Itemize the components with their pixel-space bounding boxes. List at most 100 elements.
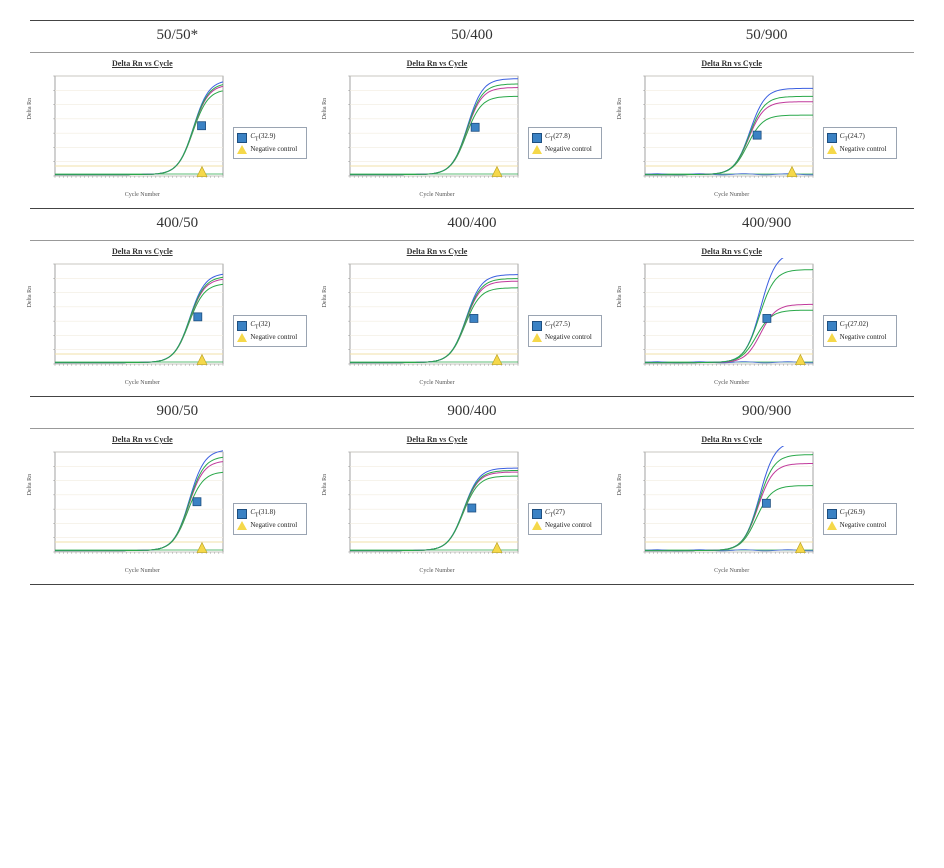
legend-ct: CT(27) [532, 507, 598, 520]
y-axis-label: Delta Rn [617, 473, 623, 495]
triangle-icon [827, 333, 837, 342]
chart-title: Delta Rn vs Cycle [57, 59, 227, 68]
ct-marker [763, 314, 771, 322]
chart-panel: Delta Rn vs Cycle Delta Rn Cycle Number … [37, 57, 317, 198]
legend: CT(27.02) Negative control [823, 315, 897, 347]
legend-negative-control: Negative control [237, 144, 303, 155]
amplification-plot [37, 258, 227, 378]
y-axis-label: Delta Rn [322, 285, 328, 307]
ct-marker [193, 498, 201, 506]
legend-negative-control: Negative control [532, 332, 598, 343]
condition-label: 400/400 [325, 215, 620, 232]
triangle-icon [532, 333, 542, 342]
row-header: 50/50*50/40050/900 [30, 21, 914, 52]
square-icon [827, 133, 837, 143]
chart-panel: Delta Rn vs Cycle Delta Rn Cycle Number … [627, 245, 907, 386]
amplification-plot [332, 446, 522, 566]
row-charts: Delta Rn vs Cycle Delta Rn Cycle Number … [30, 241, 914, 396]
condition-label: 400/900 [619, 215, 914, 232]
amplification-plot [627, 446, 817, 566]
chart-panel: Delta Rn vs Cycle Delta Rn Cycle Number … [627, 57, 907, 198]
chart-title: Delta Rn vs Cycle [647, 247, 817, 256]
legend-ct: CT(32) [237, 319, 303, 332]
triangle-icon [237, 333, 247, 342]
amplification-plot [627, 258, 817, 378]
square-icon [237, 133, 247, 143]
y-axis-label: Delta Rn [322, 473, 328, 495]
legend: CT(24.7) Negative control [823, 127, 897, 159]
y-axis-label: Delta Rn [27, 285, 33, 307]
ct-marker [194, 313, 202, 321]
row-header: 900/50900/400900/900 [30, 397, 914, 428]
row-charts: Delta Rn vs Cycle Delta Rn Cycle Number … [30, 429, 914, 584]
legend-negative-control: Negative control [827, 520, 893, 531]
chart-panel: Delta Rn vs Cycle Delta Rn Cycle Number … [332, 57, 612, 198]
chart-panel: Delta Rn vs Cycle Delta Rn Cycle Number … [37, 245, 317, 386]
ct-marker [753, 131, 761, 139]
legend-ct: CT(31.8) [237, 507, 303, 520]
chart-panel: Delta Rn vs Cycle Delta Rn Cycle Number … [627, 433, 907, 574]
condition-label: 900/400 [325, 403, 620, 420]
chart-panel: Delta Rn vs Cycle Delta Rn Cycle Number … [332, 245, 612, 386]
chart-panel: Delta Rn vs Cycle Delta Rn Cycle Number … [332, 433, 612, 574]
legend: CT(32) Negative control [233, 315, 307, 347]
ct-marker [198, 122, 206, 130]
legend-ct: CT(27.5) [532, 319, 598, 332]
condition-label: 50/900 [619, 27, 914, 44]
square-icon [827, 509, 837, 519]
triangle-icon [532, 145, 542, 154]
square-icon [532, 321, 542, 331]
y-axis-label: Delta Rn [27, 473, 33, 495]
triangle-icon [237, 521, 247, 530]
legend-ct: CT(32.9) [237, 131, 303, 144]
triangle-icon [827, 145, 837, 154]
x-axis-label: Cycle Number [57, 380, 227, 386]
triangle-icon [532, 521, 542, 530]
chart-title: Delta Rn vs Cycle [352, 59, 522, 68]
amplification-plot [627, 70, 817, 190]
ct-marker [468, 504, 476, 512]
square-icon [532, 509, 542, 519]
triangle-icon [237, 145, 247, 154]
chart-title: Delta Rn vs Cycle [57, 435, 227, 444]
legend: CT(27.5) Negative control [528, 315, 602, 347]
legend-negative-control: Negative control [237, 332, 303, 343]
legend-ct: CT(27.8) [532, 131, 598, 144]
x-axis-label: Cycle Number [647, 380, 817, 386]
x-axis-label: Cycle Number [352, 568, 522, 574]
legend-ct: CT(26.9) [827, 507, 893, 520]
square-icon [827, 321, 837, 331]
ct-marker [762, 499, 770, 507]
amplification-plot [332, 258, 522, 378]
square-icon [237, 321, 247, 331]
x-axis-label: Cycle Number [57, 192, 227, 198]
legend-negative-control: Negative control [532, 520, 598, 531]
x-axis-label: Cycle Number [352, 192, 522, 198]
condition-label: 900/900 [619, 403, 914, 420]
amplification-plot [332, 70, 522, 190]
chart-title: Delta Rn vs Cycle [57, 247, 227, 256]
chart-title: Delta Rn vs Cycle [352, 247, 522, 256]
x-axis-label: Cycle Number [57, 568, 227, 574]
legend-negative-control: Negative control [827, 332, 893, 343]
legend: CT(27.8) Negative control [528, 127, 602, 159]
chart-title: Delta Rn vs Cycle [647, 435, 817, 444]
triangle-icon [827, 521, 837, 530]
row-charts: Delta Rn vs Cycle Delta Rn Cycle Number … [30, 53, 914, 208]
square-icon [532, 133, 542, 143]
y-axis-label: Delta Rn [27, 97, 33, 119]
legend: CT(31.8) Negative control [233, 503, 307, 535]
y-axis-label: Delta Rn [617, 285, 623, 307]
square-icon [237, 509, 247, 519]
legend-ct: CT(27.02) [827, 319, 893, 332]
condition-label: 900/50 [30, 403, 325, 420]
condition-label: 50/400 [325, 27, 620, 44]
chart-panel: Delta Rn vs Cycle Delta Rn Cycle Number … [37, 433, 317, 574]
y-axis-label: Delta Rn [322, 97, 328, 119]
amplification-plot [37, 70, 227, 190]
legend-negative-control: Negative control [237, 520, 303, 531]
x-axis-label: Cycle Number [647, 192, 817, 198]
ct-marker [471, 123, 479, 131]
condition-label: 400/50 [30, 215, 325, 232]
y-axis-label: Delta Rn [617, 97, 623, 119]
